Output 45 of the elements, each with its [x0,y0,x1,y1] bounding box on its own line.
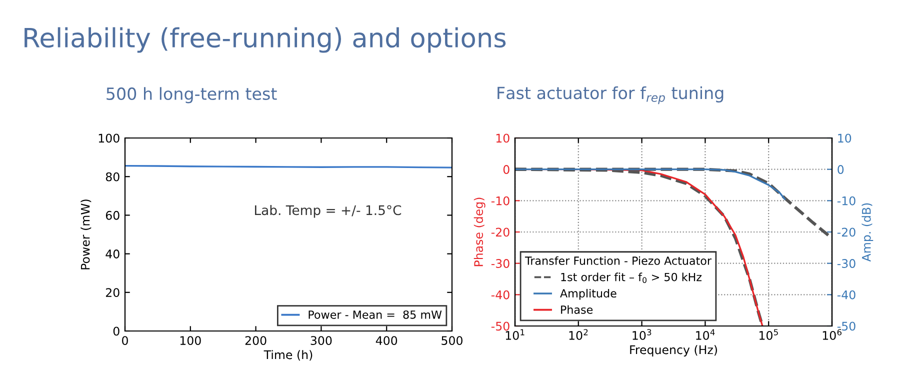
x-tick-label: 10$^{2}$ [569,329,588,340]
x-tick-label: 100 [180,336,201,345]
legend-title: Transfer Function - Piezo Actuator [524,256,712,265]
y-tick-label: -40 [491,290,510,300]
y-axis-title: Power (mW) [80,200,92,270]
x-tick-label: 10$^{4}$ [696,329,715,340]
x-tick-label: 10$^{1}$ [506,329,524,340]
x-tick-label: 10$^{6}$ [822,329,842,340]
y-tick-label: 60 [106,210,120,220]
x-tick-label: 400 [376,336,398,345]
y-tick-label: -20 [491,228,510,237]
y2-tick-label: -40 [837,290,856,300]
legend-label: Amplitude [560,288,616,300]
x-axis-title: Frequency (Hz) [630,345,717,356]
y-tick-label: 40 [106,250,120,258]
legend-label: Phase [561,305,593,314]
y-tick-label: -10 [491,196,510,206]
x-tick-label: 300 [310,336,332,345]
y-tick-label: 0 [503,165,510,174]
y-tick-label: 100 [98,134,120,143]
y2-axis-title: Amp. (dB) [862,203,874,262]
x-tick-label: 500 [442,336,462,345]
annotation: Lab. Temp = +/- 1.5°C [255,204,402,218]
y-axis-title: Phase (deg) [474,198,486,266]
y2-tick-label: -20 [837,228,856,237]
y-tick-label: -50 [491,322,510,331]
text: Reliability (free-running) and options [24,27,506,53]
y2-tick-label: 10 [838,134,852,143]
x-tick-label: 200 [245,336,266,345]
x-axis-title: Time (h) [264,350,312,361]
y2-tick-label: -10 [837,196,856,206]
x-tick-label: 0 [122,336,128,345]
y-tick-label: 20 [106,288,120,298]
x-tick-label: 10$^{3}$ [632,329,652,340]
chart-title: Fast actuator for f$_{rep}$ tuning [498,86,724,104]
chart-title: 500 h long-term test [106,87,277,104]
y-tick-label: -30 [491,259,510,268]
y2-tick-label: -50 [837,322,856,331]
legend-label: Power - Mean = 85 mW [308,310,442,319]
y2-tick-label: -30 [837,259,856,268]
x-tick-label: 10$^{5}$ [760,329,778,340]
y-tick-label: 80 [106,172,120,182]
y2-tick-label: 0 [838,165,844,174]
legend-label: 1st order fit – f$_{0}$ > 50 kHz [561,272,702,284]
y-tick-label: 10 [496,134,510,143]
